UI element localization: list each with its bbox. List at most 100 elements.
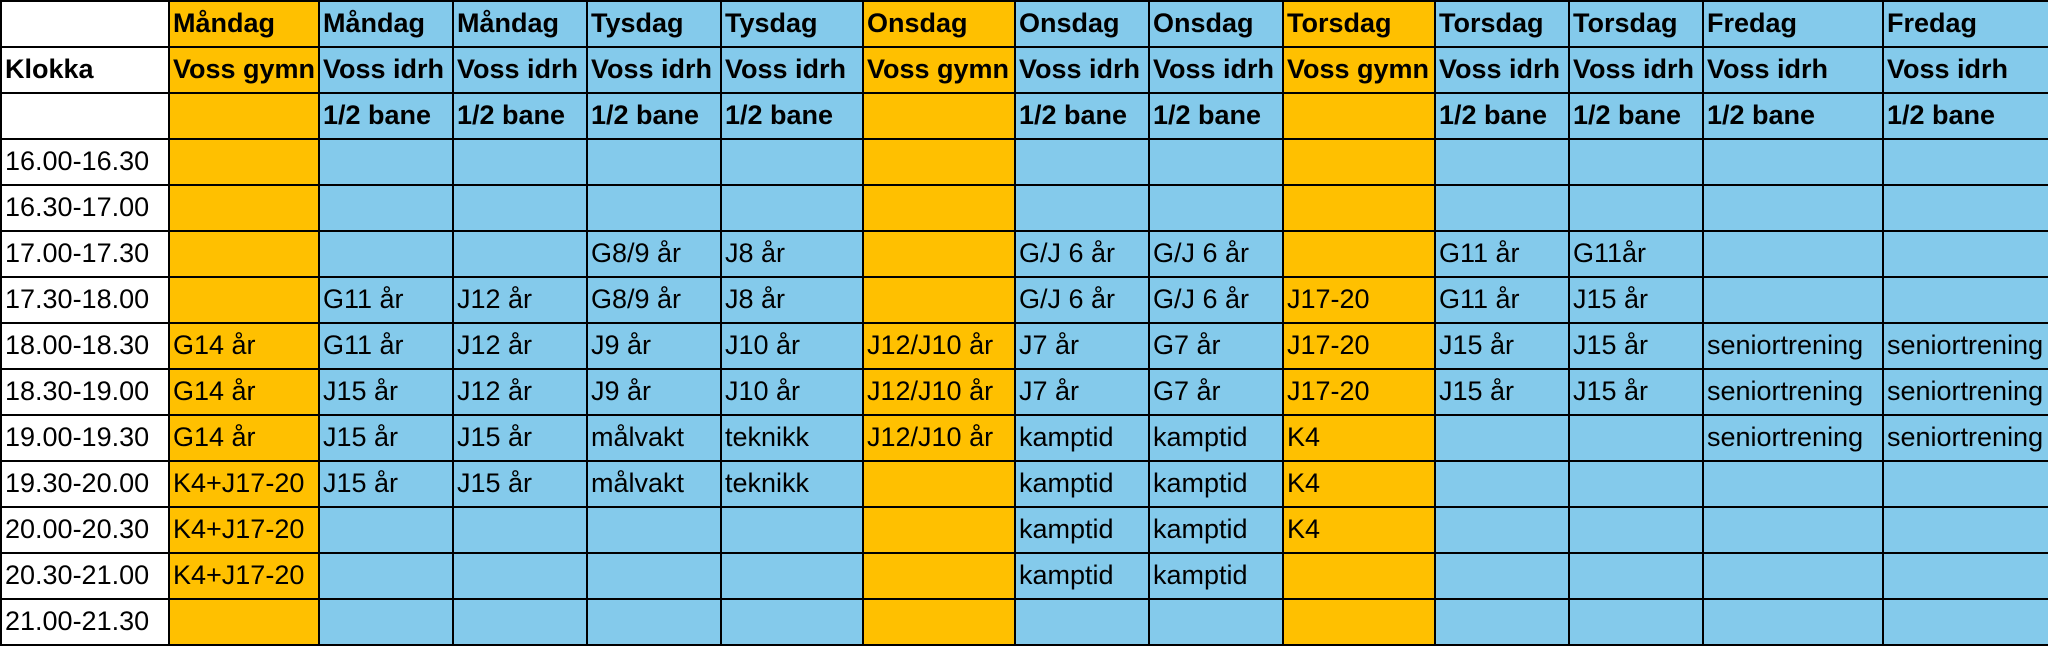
booking-cell[interactable] xyxy=(864,508,1016,554)
day-header-cell[interactable]: Fredag xyxy=(1884,2,2048,48)
booking-cell[interactable] xyxy=(1436,554,1570,600)
booking-cell[interactable] xyxy=(1704,278,1884,324)
booking-cell[interactable]: G7 år xyxy=(1150,324,1284,370)
booking-cell[interactable] xyxy=(1436,140,1570,186)
day-header-cell[interactable]: Torsdag xyxy=(1436,2,1570,48)
booking-cell[interactable]: J17-20 xyxy=(1284,370,1436,416)
booking-cell[interactable] xyxy=(1150,186,1284,232)
day-header-cell[interactable]: Onsdag xyxy=(1150,2,1284,48)
booking-cell[interactable]: seniortrening xyxy=(1704,324,1884,370)
booking-cell[interactable]: G11 år xyxy=(1436,232,1570,278)
booking-cell[interactable]: J17-20 xyxy=(1284,324,1436,370)
booking-cell[interactable]: J12 år xyxy=(454,370,588,416)
venue-header-cell[interactable]: Voss idrh xyxy=(320,48,454,94)
time-slot-cell[interactable]: 16.30-17.00 xyxy=(2,186,170,232)
venue-header-cell[interactable]: Voss idrh xyxy=(1436,48,1570,94)
day-header-cell[interactable]: Torsdag xyxy=(1284,2,1436,48)
court-header-cell[interactable]: 1/2 bane xyxy=(1704,94,1884,140)
booking-cell[interactable]: G14 år xyxy=(170,416,320,462)
booking-cell[interactable]: kamptid xyxy=(1150,416,1284,462)
booking-cell[interactable] xyxy=(170,278,320,324)
booking-cell[interactable] xyxy=(1570,554,1704,600)
court-header-cell[interactable] xyxy=(864,94,1016,140)
time-slot-cell[interactable]: 17.00-17.30 xyxy=(2,232,170,278)
booking-cell[interactable]: K4+J17-20 xyxy=(170,508,320,554)
booking-cell[interactable] xyxy=(588,140,722,186)
booking-cell[interactable]: G11 år xyxy=(320,278,454,324)
booking-cell[interactable]: kamptid xyxy=(1016,508,1150,554)
booking-cell[interactable] xyxy=(1884,186,2048,232)
booking-cell[interactable]: G14 år xyxy=(170,370,320,416)
venue-header-cell[interactable]: Voss gymn xyxy=(170,48,320,94)
booking-cell[interactable] xyxy=(864,278,1016,324)
booking-cell[interactable] xyxy=(454,232,588,278)
day-header-cell[interactable]: Torsdag xyxy=(1570,2,1704,48)
day-header-cell[interactable]: Måndag xyxy=(170,2,320,48)
booking-cell[interactable] xyxy=(1284,600,1436,646)
booking-cell[interactable]: K4+J17-20 xyxy=(170,554,320,600)
booking-cell[interactable]: G/J 6 år xyxy=(1016,278,1150,324)
booking-cell[interactable] xyxy=(1284,554,1436,600)
booking-cell[interactable] xyxy=(722,554,864,600)
booking-cell[interactable] xyxy=(864,186,1016,232)
booking-cell[interactable]: J15 år xyxy=(1436,324,1570,370)
time-slot-cell[interactable]: 19.00-19.30 xyxy=(2,416,170,462)
booking-cell[interactable] xyxy=(454,554,588,600)
booking-cell[interactable]: teknikk xyxy=(722,462,864,508)
time-column-header[interactable]: Klokka xyxy=(2,48,170,94)
day-header-cell[interactable]: Onsdag xyxy=(1016,2,1150,48)
booking-cell[interactable] xyxy=(864,140,1016,186)
booking-cell[interactable] xyxy=(864,554,1016,600)
booking-cell[interactable] xyxy=(1704,140,1884,186)
booking-cell[interactable]: J15 år xyxy=(320,416,454,462)
booking-cell[interactable]: J12 år xyxy=(454,324,588,370)
booking-cell[interactable] xyxy=(1570,186,1704,232)
time-slot-cell[interactable]: 20.00-20.30 xyxy=(2,508,170,554)
booking-cell[interactable]: kamptid xyxy=(1150,508,1284,554)
booking-cell[interactable]: G/J 6 år xyxy=(1150,278,1284,324)
booking-cell[interactable] xyxy=(1884,600,2048,646)
booking-cell[interactable]: J15 år xyxy=(1570,324,1704,370)
booking-cell[interactable] xyxy=(1704,462,1884,508)
booking-cell[interactable] xyxy=(722,140,864,186)
time-slot-cell[interactable]: 18.30-19.00 xyxy=(2,370,170,416)
booking-cell[interactable] xyxy=(1884,140,2048,186)
booking-cell[interactable] xyxy=(1150,600,1284,646)
court-header-cell[interactable] xyxy=(1284,94,1436,140)
booking-cell[interactable] xyxy=(1150,140,1284,186)
booking-cell[interactable]: seniortrening xyxy=(1884,324,2048,370)
booking-cell[interactable] xyxy=(1016,186,1150,232)
booking-cell[interactable] xyxy=(1884,554,2048,600)
booking-cell[interactable] xyxy=(864,232,1016,278)
booking-cell[interactable]: kamptid xyxy=(1016,554,1150,600)
booking-cell[interactable]: seniortrening xyxy=(1884,370,2048,416)
booking-cell[interactable]: kamptid xyxy=(1016,416,1150,462)
booking-cell[interactable]: K4 xyxy=(1284,416,1436,462)
booking-cell[interactable] xyxy=(1704,554,1884,600)
court-header-cell[interactable]: 1/2 bane xyxy=(1884,94,2048,140)
booking-cell[interactable]: G/J 6 år xyxy=(1150,232,1284,278)
booking-cell[interactable] xyxy=(320,232,454,278)
booking-cell[interactable]: målvakt xyxy=(588,462,722,508)
venue-header-cell[interactable]: Voss idrh xyxy=(1150,48,1284,94)
court-header-cell[interactable] xyxy=(170,94,320,140)
booking-cell[interactable]: seniortrening xyxy=(1704,370,1884,416)
booking-cell[interactable] xyxy=(722,600,864,646)
booking-cell[interactable]: K4 xyxy=(1284,508,1436,554)
booking-cell[interactable] xyxy=(1704,600,1884,646)
booking-cell[interactable]: G11 år xyxy=(320,324,454,370)
booking-cell[interactable] xyxy=(588,600,722,646)
booking-cell[interactable] xyxy=(1704,186,1884,232)
booking-cell[interactable]: teknikk xyxy=(722,416,864,462)
booking-cell[interactable] xyxy=(320,186,454,232)
booking-cell[interactable] xyxy=(454,186,588,232)
booking-cell[interactable] xyxy=(320,600,454,646)
venue-header-cell[interactable]: Voss idrh xyxy=(1884,48,2048,94)
booking-cell[interactable]: J7 år xyxy=(1016,324,1150,370)
booking-cell[interactable] xyxy=(1704,232,1884,278)
day-header-cell[interactable]: Onsdag xyxy=(864,2,1016,48)
booking-cell[interactable] xyxy=(1016,140,1150,186)
booking-cell[interactable] xyxy=(864,462,1016,508)
court-header-cell[interactable]: 1/2 bane xyxy=(588,94,722,140)
venue-header-cell[interactable]: Voss idrh xyxy=(1570,48,1704,94)
